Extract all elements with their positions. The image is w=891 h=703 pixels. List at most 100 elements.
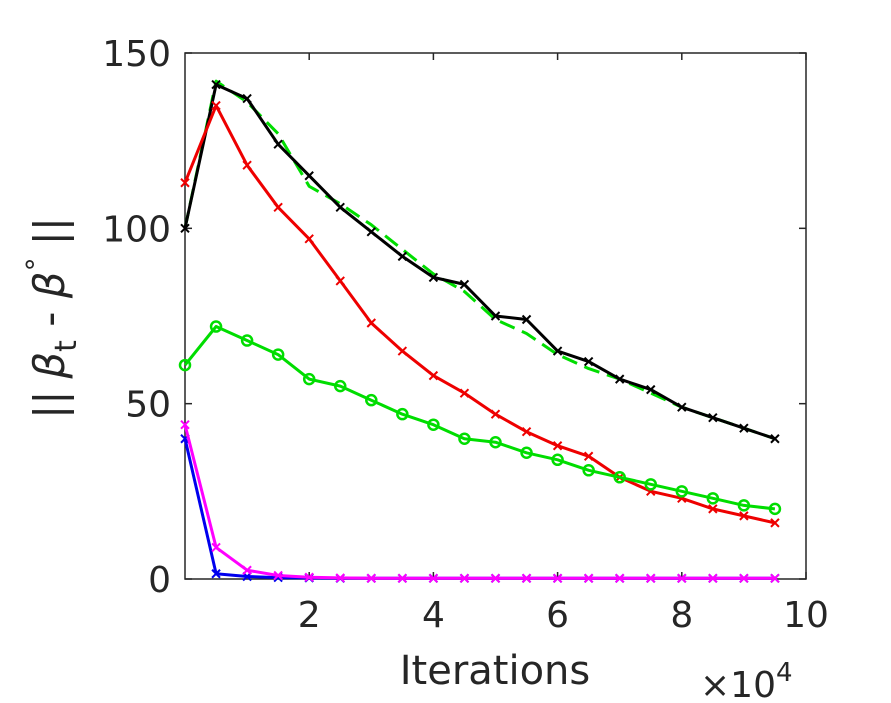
- data-point: [178, 358, 192, 372]
- data-point: [273, 570, 283, 581]
- data-point: [304, 234, 314, 244]
- data-point: [490, 311, 501, 321]
- data-point: [335, 573, 345, 583]
- y-tick-label: 100: [102, 209, 171, 250]
- data-point: [271, 348, 285, 361]
- data-point: [304, 572, 314, 582]
- x-axis-label: Iterations: [400, 648, 591, 694]
- x-tick-label: 4: [422, 595, 445, 636]
- data-point: [677, 573, 687, 584]
- series-line: [183, 424, 775, 580]
- data-point: [614, 374, 625, 384]
- data-point: [180, 223, 190, 234]
- data-point: [459, 279, 470, 290]
- data-point: [242, 565, 252, 575]
- data-point: [521, 427, 532, 437]
- data-point: [739, 511, 749, 521]
- data-point: [613, 471, 626, 484]
- series-6: [180, 419, 780, 584]
- data-point: [180, 419, 190, 430]
- data-point: [677, 402, 687, 412]
- data-point: [708, 573, 718, 584]
- data-point: [273, 139, 283, 149]
- data-point: [366, 573, 377, 584]
- data-point: [211, 79, 221, 90]
- data-point: [551, 453, 564, 467]
- data-point: [489, 435, 502, 449]
- data-point: [428, 573, 439, 584]
- data-point: [427, 418, 440, 431]
- data-point: [304, 171, 314, 181]
- data-point: [334, 379, 347, 393]
- data-point: [739, 423, 749, 433]
- data-point: [521, 314, 532, 325]
- data-point: [302, 372, 316, 386]
- x-tick-label: 10: [783, 595, 829, 636]
- series-layer: [178, 79, 782, 584]
- data-point: [583, 573, 594, 584]
- x-axis-exponent: ×104: [700, 658, 793, 703]
- x-tick-label: 8: [670, 595, 693, 636]
- y-tick-label: 150: [102, 34, 171, 75]
- data-point: [770, 573, 780, 584]
- series-line: [183, 104, 776, 525]
- data-point: [770, 518, 780, 528]
- data-point: [614, 573, 625, 584]
- series-4: [178, 320, 782, 516]
- data-point: [209, 320, 223, 333]
- data-point: [459, 388, 470, 398]
- y-tick-label: 0: [148, 560, 171, 601]
- data-point: [428, 370, 439, 381]
- data-point: [582, 464, 595, 477]
- data-point: [490, 409, 501, 419]
- data-point: [675, 485, 689, 498]
- data-point: [211, 542, 221, 553]
- data-point: [552, 346, 563, 356]
- data-point: [397, 573, 408, 584]
- data-point: [397, 251, 408, 262]
- series-line: [183, 83, 776, 441]
- y-tick-label: 50: [125, 385, 171, 426]
- series-3: [180, 100, 780, 528]
- data-point: [768, 502, 782, 516]
- series-2: [180, 79, 780, 444]
- data-point: [490, 573, 501, 584]
- data-point: [365, 393, 378, 407]
- data-point: [459, 573, 470, 584]
- data-point: [242, 160, 252, 170]
- data-point: [521, 573, 532, 584]
- data-point: [335, 276, 345, 286]
- data-point: [520, 446, 533, 460]
- data-point: [180, 178, 190, 188]
- x-tick-label: 2: [298, 595, 321, 636]
- data-point: [396, 407, 409, 421]
- data-point: [708, 412, 718, 423]
- data-point: [646, 384, 656, 395]
- data-point: [737, 499, 751, 512]
- data-point: [739, 573, 749, 584]
- data-point: [273, 202, 283, 213]
- x-tick-label: 6: [546, 595, 569, 636]
- data-point: [428, 272, 439, 283]
- data-point: [552, 573, 563, 584]
- data-point: [335, 202, 345, 213]
- data-point: [770, 434, 780, 444]
- data-point: [366, 227, 377, 237]
- data-point: [583, 451, 594, 461]
- data-point: [552, 441, 563, 451]
- data-point: [706, 492, 720, 505]
- data-point: [397, 346, 408, 356]
- data-point: [242, 93, 252, 104]
- data-point: [644, 478, 657, 491]
- data-point: [240, 334, 254, 347]
- y-axis-label: ||βt - β°||: [20, 217, 84, 419]
- data-point: [708, 504, 718, 514]
- data-point: [211, 569, 221, 579]
- data-point: [366, 318, 377, 328]
- data-point: [211, 100, 221, 111]
- data-point: [646, 573, 656, 584]
- data-point: [458, 432, 471, 445]
- data-point: [583, 356, 594, 367]
